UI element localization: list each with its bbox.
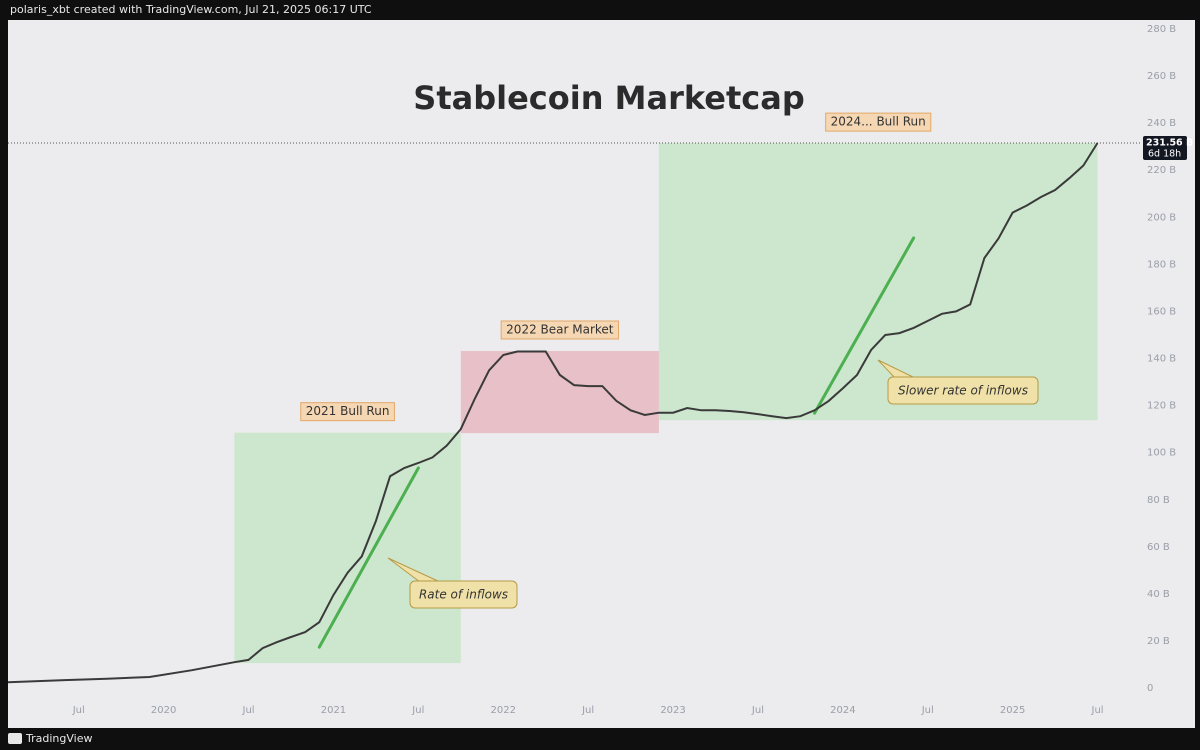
callout-box — [409, 580, 518, 609]
y-tick-label: 40 B — [1147, 589, 1170, 600]
region — [234, 432, 461, 664]
x-tick-label: Jul — [921, 705, 934, 716]
y-tick-label: 120 B — [1147, 401, 1176, 412]
y-tick-label: 280 B — [1147, 24, 1176, 35]
last-price-label: 231.56 B — [1146, 137, 1193, 148]
region-label: 2021 Bull Run — [306, 404, 390, 418]
y-tick-label: 100 B — [1147, 448, 1176, 459]
region-label-box — [825, 112, 932, 132]
region — [460, 350, 659, 434]
x-tick-label: Jul — [72, 705, 85, 716]
x-tick-label: 2023 — [660, 705, 685, 716]
y-tick-label: 60 B — [1147, 542, 1170, 553]
region-label: 2024... Bull Run — [831, 115, 926, 129]
x-tick-label: 2020 — [151, 705, 176, 716]
x-tick-label: Jul — [1091, 705, 1104, 716]
logo — [8, 733, 22, 744]
x-tick-label: 2025 — [1000, 705, 1025, 716]
region-label-box — [500, 320, 620, 340]
x-tick-label: Jul — [411, 705, 424, 716]
y-tick-label: 220 B — [1147, 165, 1176, 176]
x-tick-label: 2021 — [321, 705, 346, 716]
y-tick-label: 160 B — [1147, 306, 1176, 317]
y-tick-label: 260 B — [1147, 71, 1176, 82]
annotation: Slower rate of inflows — [898, 384, 1028, 398]
y-tick-label: 240 B — [1147, 118, 1176, 129]
last-price-box — [1143, 135, 1187, 160]
region-label-box — [300, 402, 395, 422]
x-tick-label: 2024 — [830, 705, 855, 716]
series-line — [7, 142, 1099, 684]
footer: TradingView — [25, 732, 92, 745]
y-tick-label: 200 B — [1147, 212, 1176, 223]
trend-line — [813, 236, 916, 415]
region — [658, 143, 1098, 421]
region-label: 2022 Bear Market — [506, 322, 614, 336]
y-tick-label: 140 B — [1147, 354, 1176, 365]
x-tick-label: 2022 — [491, 705, 516, 716]
y-tick-label: 180 B — [1147, 259, 1176, 270]
annotation: Rate of inflows — [419, 588, 508, 602]
y-tick-label: 20 B — [1147, 636, 1170, 647]
x-tick-label: Jul — [242, 705, 255, 716]
trend-line — [317, 466, 420, 649]
y-tick-label: 0 — [1147, 683, 1153, 694]
x-tick-label: Jul — [751, 705, 764, 716]
countdown: 6d 18h — [1148, 148, 1181, 159]
header: polaris_xbt created with TradingView.com… — [10, 3, 372, 16]
callout-box — [887, 376, 1039, 405]
x-tick-label: Jul — [581, 705, 594, 716]
chart-title: Stablecoin Marketcap — [413, 79, 804, 117]
y-tick-label: 80 B — [1147, 495, 1170, 506]
